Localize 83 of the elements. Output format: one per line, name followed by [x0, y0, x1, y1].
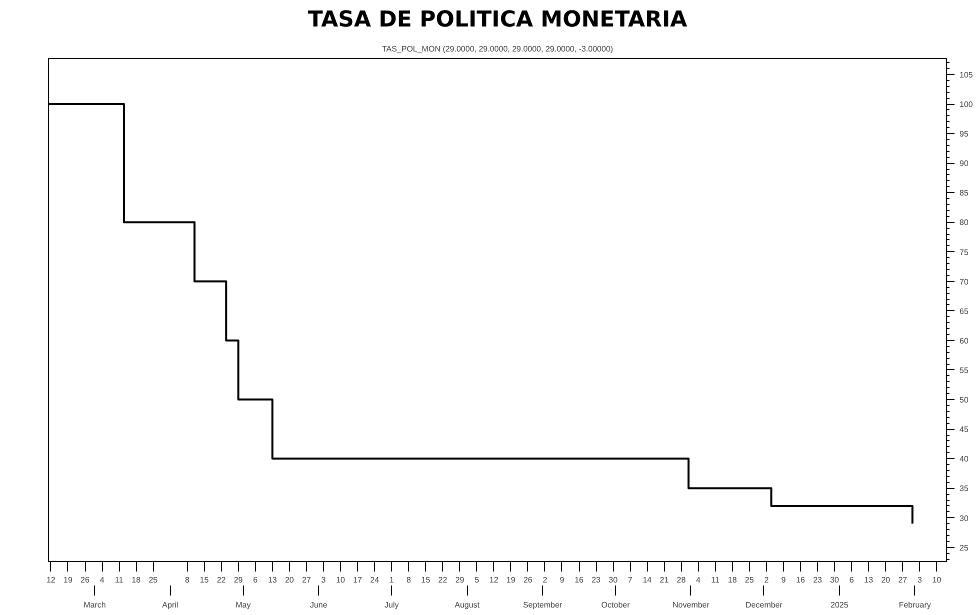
x-tick-label: 9	[560, 576, 565, 584]
x-tick-label: 17	[353, 576, 363, 584]
y-tick-label: 85	[960, 188, 969, 198]
x-tick-label: 10	[336, 576, 346, 584]
y-tick-label: 70	[960, 277, 969, 286]
x2-tick-label: 2025	[830, 600, 849, 610]
y-tick-label: 60	[960, 336, 969, 346]
x-tick-label: 11	[114, 576, 124, 584]
x-tick-label: 6	[253, 576, 258, 584]
x-tick-label: 29	[455, 576, 465, 584]
x-tick-label: 22	[438, 576, 448, 584]
x-tick-label: 28	[676, 576, 686, 584]
x-tick-label: 20	[284, 576, 294, 584]
y-tick-label: 35	[960, 484, 969, 494]
y-tick-label: 40	[960, 454, 969, 464]
x2-tick-label: December	[746, 600, 783, 610]
x-tick-label: 24	[370, 576, 380, 584]
x-tick-label: 16	[574, 576, 584, 584]
x-tick-label: 18	[728, 576, 738, 584]
y-tick-label: 55	[960, 366, 969, 375]
x-tick-label: 25	[148, 576, 158, 584]
x-tick-label: 19	[506, 576, 516, 584]
y-tick-label: 100	[960, 100, 974, 110]
x-tick-label: 23	[592, 576, 602, 584]
chart-subtitle: TAS_POL_MON (29.0000, 29.0000, 29.0000, 29.0000, -3.00000)	[382, 44, 614, 54]
x-tick-label: 20	[881, 576, 891, 584]
y-tick-label: 75	[960, 248, 969, 257]
x-tick-label: 2	[542, 576, 548, 584]
x-tick-label: 6	[849, 576, 854, 584]
x-tick-label: 5	[474, 576, 480, 584]
x-tick-label: 3	[321, 576, 326, 584]
x-tick-label: 7	[628, 576, 633, 584]
x-tick-label: 26	[523, 576, 533, 584]
x-tick-label: 14	[642, 576, 652, 584]
x-tick-label: 27	[898, 576, 908, 584]
x-tick-label: 26	[80, 576, 90, 584]
y-tick-label: 65	[960, 306, 969, 316]
x-tick-label: 4	[696, 576, 702, 584]
x2-tick-label: February	[898, 600, 931, 610]
x-tick-label: 15	[200, 576, 210, 584]
x-tick-label: 19	[64, 576, 73, 584]
x-tick-label: 1	[389, 576, 394, 584]
x-tick-label: 8	[406, 576, 412, 584]
x2-tick-label: July	[384, 600, 399, 610]
x2-tick-label: August	[454, 600, 480, 610]
x-tick-label: 13	[864, 576, 874, 584]
x-tick-label: 29	[234, 576, 244, 584]
x-tick-label: 3	[918, 576, 923, 584]
x2-tick-label: April	[162, 600, 178, 610]
y-tick-label: 80	[960, 218, 969, 228]
x-tick-label: 9	[781, 576, 786, 584]
x-tick-label: 23	[813, 576, 823, 584]
x-tick-label: 16	[796, 576, 806, 584]
x-tick-label: 18	[132, 576, 142, 584]
x-tick-label: 2	[764, 576, 770, 584]
x-tick-label: 12	[46, 576, 56, 584]
y-tick-label: 105	[960, 70, 974, 80]
chart-title: TASA DE POLITICA MONETARIA	[308, 8, 688, 32]
x-tick-label: 21	[660, 576, 670, 584]
x-tick-label: 8	[184, 576, 190, 584]
y-tick-label: 30	[960, 514, 969, 523]
x-tick-label: 11	[711, 576, 720, 584]
x2-tick-label: September	[522, 600, 562, 610]
x2-tick-label: June	[310, 600, 328, 610]
x2-tick-label: May	[236, 600, 251, 610]
y-tick-label: 25	[960, 543, 969, 552]
y-tick-label: 90	[960, 159, 969, 168]
x-tick-label: 30	[830, 576, 840, 584]
x2-tick-label: October	[601, 600, 630, 610]
x2-tick-label: November	[672, 600, 710, 610]
y-tick-label: 95	[960, 130, 969, 139]
x-tick-label: 10	[932, 576, 942, 584]
x-tick-label: 30	[608, 576, 618, 584]
x-tick-label: 27	[302, 576, 312, 584]
x-tick-label: 25	[744, 576, 754, 584]
x-tick-label: 13	[268, 576, 278, 584]
x2-tick-label: March	[84, 600, 106, 610]
y-tick-label: 50	[960, 396, 969, 405]
x-tick-label: 12	[489, 576, 499, 584]
x-tick-label: 4	[100, 576, 105, 584]
x-tick-label: 15	[421, 576, 431, 584]
y-tick-label: 45	[960, 425, 969, 434]
x-tick-label: 22	[216, 576, 226, 584]
